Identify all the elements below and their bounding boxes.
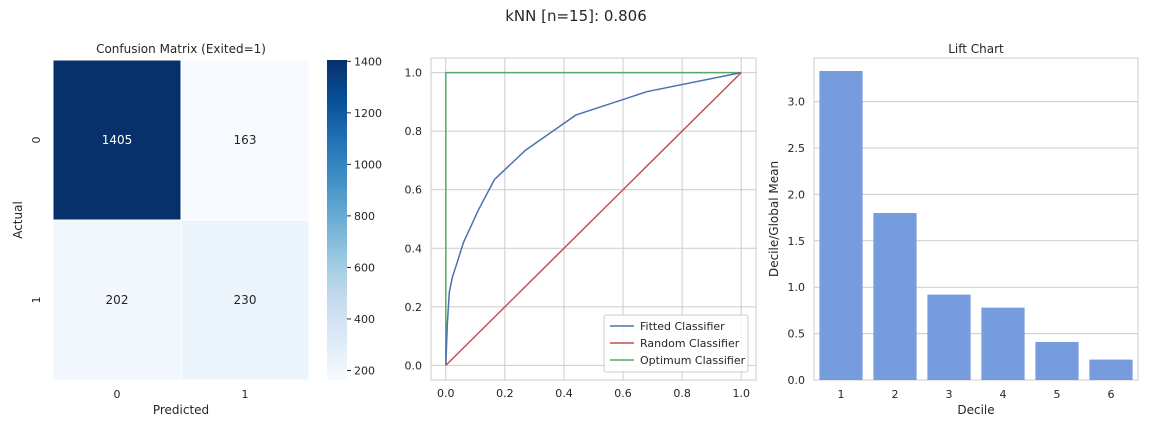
lift-x-tick-label: 4 <box>1000 388 1007 401</box>
lift-y-tick-label: 0.0 <box>788 374 806 387</box>
confusion-matrix-panel: Confusion Matrix (Exited=1) 1405 163 202 23… <box>11 42 382 417</box>
heatmap-x-tick-label: 0 <box>114 388 121 401</box>
heatmap-cell-value: 230 <box>234 293 257 307</box>
lift-x-tick-label: 5 <box>1054 388 1061 401</box>
heatmap-cell <box>180 59 310 221</box>
confusion-matrix-xlabel: Predicted <box>153 403 209 417</box>
heatmap-x-tick-label: 1 <box>242 388 249 401</box>
colorbar <box>327 60 347 380</box>
lift-bar <box>927 294 971 380</box>
lift-bar <box>981 307 1025 380</box>
heatmap-cell-value: 202 <box>106 293 129 307</box>
lift-y-tick-label: 1.5 <box>788 235 806 248</box>
roc-x-tick-label: 0.2 <box>496 387 514 400</box>
roc-y-tick-label: 0.4 <box>405 242 423 255</box>
lift-y-tick-label: 3.0 <box>788 96 806 109</box>
colorbar-tick-label: 1400 <box>354 55 382 68</box>
lift-y-tick-label: 1.0 <box>788 281 806 294</box>
colorbar-tick-label: 200 <box>354 364 375 377</box>
lift-y-tick-label: 2.5 <box>788 142 806 155</box>
roc-x-tick-label: 0.4 <box>555 387 573 400</box>
heatmap-y-tick-label: 1 <box>30 297 43 304</box>
lift-y-tick-label: 2.0 <box>788 188 806 201</box>
lift-bar <box>1035 341 1079 380</box>
roc-x-tick-label: 0.8 <box>673 387 691 400</box>
lift-chart-ylabel: Decile/Global Mean <box>767 161 781 277</box>
roc-y-tick-label: 0.2 <box>405 301 423 314</box>
heatmap-cell <box>52 219 182 381</box>
roc-series-line <box>445 71 742 366</box>
lift-x-tick-label: 1 <box>838 388 845 401</box>
lift-bar <box>873 212 917 380</box>
roc-legend: Fitted Classifier Random Classifier Optimu… <box>603 314 749 373</box>
roc-series-line <box>445 71 742 366</box>
heatmap-cell <box>52 59 182 221</box>
lift-bar <box>819 70 863 380</box>
legend-label: Fitted Classifier <box>640 320 725 333</box>
colorbar-tick-label: 400 <box>354 313 375 326</box>
heatmap-cell-value: 1405 <box>102 133 133 147</box>
lift-bar <box>1089 359 1133 380</box>
heatmap-cell-value: 163 <box>234 133 257 147</box>
colorbar-tick-label: 600 <box>354 261 375 274</box>
colorbar-tick-label: 1000 <box>354 158 382 171</box>
lift-x-tick-label: 2 <box>892 388 899 401</box>
lift-chart-panel: Lift Chart 0.0 0.5 1.0 1.5 2.0 2.5 3.0 1 2 3 4 5 6 D… <box>767 42 1139 417</box>
confusion-matrix-ylabel: Actual <box>11 201 25 239</box>
lift-plot-area <box>813 57 1139 381</box>
roc-y-tick-label: 0.0 <box>405 359 423 372</box>
roc-series-line <box>445 72 742 366</box>
lift-chart-xlabel: Decile <box>957 403 994 417</box>
roc-curve-panel: 0.0 0.2 0.4 0.6 0.8 1.0 0.0 0.2 0.4 0.6 0.8 1.0 Fit… <box>405 57 757 400</box>
confusion-matrix-title: Confusion Matrix (Exited=1) <box>96 42 266 56</box>
roc-x-tick-label: 0.6 <box>614 387 632 400</box>
roc-x-tick-label: 0.0 <box>437 387 455 400</box>
lift-chart-title: Lift Chart <box>948 42 1004 56</box>
lift-x-tick-label: 3 <box>946 388 953 401</box>
heatmap-y-tick-label: 0 <box>30 137 43 144</box>
heatmap-cell <box>180 219 310 381</box>
figure-title: kNN [n=15]: 0.806 <box>505 7 647 25</box>
legend-label: Random Classifier <box>640 337 740 350</box>
lift-x-tick-label: 6 <box>1108 388 1115 401</box>
legend-label: Optimum Classifier <box>640 354 746 367</box>
roc-x-tick-label: 1.0 <box>732 387 750 400</box>
roc-y-tick-label: 0.6 <box>405 184 423 197</box>
colorbar-tick-label: 800 <box>354 210 375 223</box>
colorbar-tick-label: 1200 <box>354 107 382 120</box>
lift-y-tick-label: 0.5 <box>788 328 806 341</box>
roc-y-tick-label: 1.0 <box>405 67 423 80</box>
roc-y-tick-label: 0.8 <box>405 125 423 138</box>
legend-box <box>603 314 749 373</box>
